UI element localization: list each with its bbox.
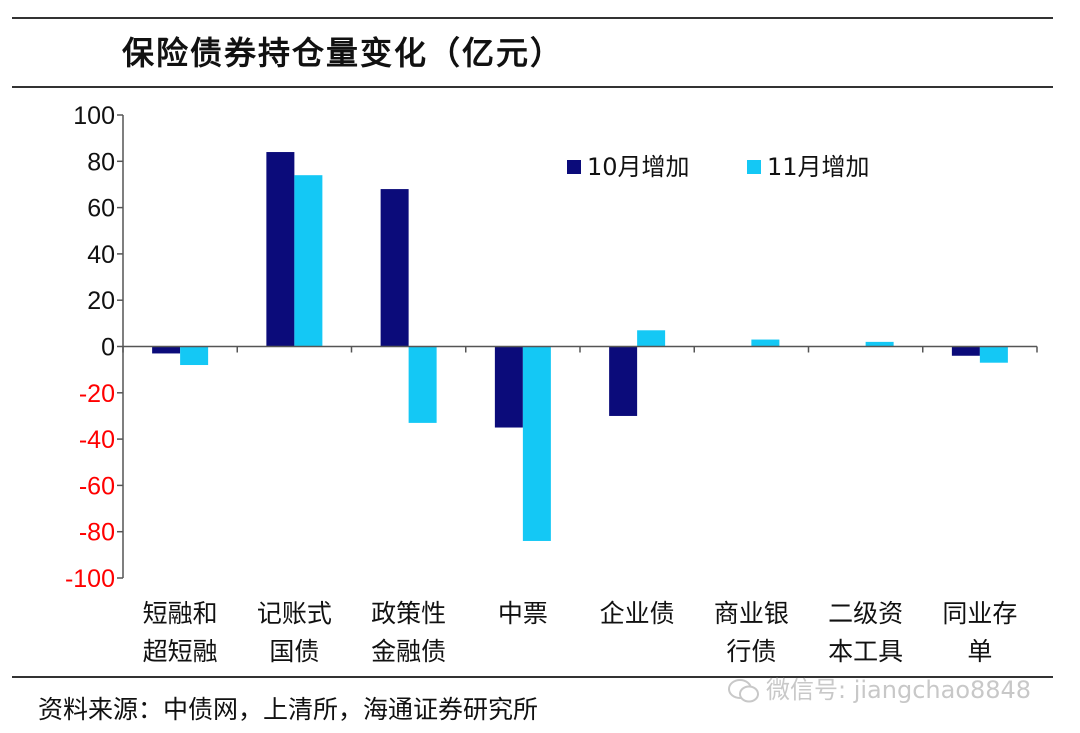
bar-oct-2 — [380, 189, 409, 347]
bar-nov-2 — [408, 346, 437, 423]
y-tick-label: -100 — [65, 565, 115, 593]
bar-nov-3 — [522, 346, 551, 541]
wechat-icon — [728, 679, 759, 703]
y-tick-label: -60 — [79, 472, 115, 500]
x-tick-label: 中票 — [498, 599, 548, 628]
bar-nov-7 — [979, 346, 1008, 363]
x-tick-label: 政策性 — [371, 599, 446, 628]
legend-swatch — [567, 160, 581, 174]
bar-nov-0 — [180, 346, 209, 366]
bar-oct-4 — [609, 346, 638, 416]
x-tick-label: 记账式 — [257, 599, 332, 628]
legend-label: 11月增加 — [767, 153, 870, 181]
bar-nov-1 — [294, 175, 323, 347]
watermark-text: 微信号: jiangchao8848 — [766, 676, 1032, 704]
x-tick-label: 行债 — [726, 637, 776, 666]
top-rule — [12, 17, 1053, 19]
y-tick-label: 40 — [87, 241, 115, 269]
x-tick-label: 短融和 — [143, 599, 218, 628]
x-tick-label: 企业债 — [600, 599, 675, 628]
y-tick-label: 20 — [87, 287, 115, 315]
y-tick-label: 100 — [73, 102, 115, 130]
bar-nov-5 — [751, 339, 780, 347]
bar-nov-6 — [865, 341, 894, 347]
x-tick-label: 本工具 — [828, 637, 903, 666]
watermark: 微信号: jiangchao8848 — [728, 670, 1031, 705]
bar-oct-7 — [951, 346, 980, 356]
title-rule — [12, 86, 1053, 88]
bar-oct-0 — [152, 346, 181, 354]
legend-label: 10月增加 — [587, 153, 690, 181]
y-tick-label: 60 — [87, 195, 115, 223]
y-tick-label: -80 — [79, 519, 115, 547]
y-tick-label: -20 — [79, 380, 115, 408]
y-tick-label: 80 — [87, 148, 115, 176]
x-tick-label: 金融债 — [371, 637, 446, 666]
y-axis-ticks: 100 80 60 40 20 0 -20 -40 -60 -80 -100 — [65, 102, 123, 593]
x-tick-label: 国债 — [269, 637, 319, 666]
x-tick-label: 超短融 — [143, 637, 218, 666]
y-tick-label: -40 — [79, 426, 115, 454]
y-tick-label: 0 — [101, 334, 115, 362]
source-note: 资料来源：中债网，上清所，海通证券研究所 — [38, 695, 539, 724]
chart-title: 保险债券持仓量变化（亿元） — [122, 34, 565, 72]
axes — [122, 115, 1038, 578]
x-tick-label: 单 — [967, 637, 992, 666]
x-tick-label: 二级资 — [828, 599, 903, 628]
bars — [152, 152, 1008, 541]
x-tick-label: 同业存 — [942, 599, 1017, 628]
bar-nov-4 — [637, 330, 666, 347]
x-tick-label: 商业银 — [714, 599, 789, 628]
bottom-rule — [12, 676, 1053, 678]
legend: 10月增加 11月增加 — [567, 153, 870, 181]
bar-oct-1 — [266, 152, 295, 347]
legend-swatch — [747, 160, 761, 174]
bar-oct-3 — [494, 346, 523, 428]
